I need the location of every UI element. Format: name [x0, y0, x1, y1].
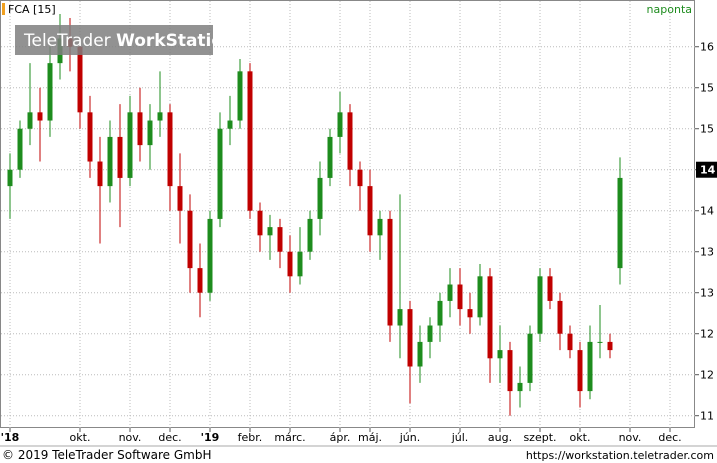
- candle-body: [207, 218, 213, 293]
- candle-body: [177, 186, 183, 211]
- candle-body: [607, 341, 613, 351]
- candle-body: [587, 341, 593, 392]
- x-tick-label: máj.: [358, 431, 382, 444]
- candle-body: [557, 300, 563, 334]
- candle-body: [507, 350, 513, 392]
- instrument-marker: [2, 3, 5, 15]
- candle-body: [347, 112, 353, 170]
- candle-body: [147, 120, 153, 146]
- x-tick-label: dec.: [158, 431, 181, 444]
- x-tick-label: aug.: [488, 431, 512, 444]
- candle-body: [397, 309, 403, 326]
- candle-body: [237, 71, 243, 121]
- candle-body: [97, 161, 103, 187]
- instrument-label: FCA [15]: [8, 3, 56, 16]
- candle-body: [47, 63, 53, 121]
- y-tick-label: 13: [700, 287, 714, 300]
- candle-body: [157, 112, 163, 121]
- candle-body: [617, 177, 623, 269]
- candle-body: [377, 218, 383, 236]
- x-tick-label: febr.: [238, 431, 263, 444]
- watermark-box: [15, 25, 213, 55]
- footer-url: https://workstation.teletrader.com: [526, 449, 714, 462]
- x-tick-label: '18: [1, 431, 20, 444]
- copyright: © 2019 TeleTrader Software GmbH: [2, 448, 212, 462]
- watermark: TeleTrader WorkStation: [23, 31, 235, 51]
- candle-body: [187, 210, 193, 269]
- x-tick-label: nov.: [119, 431, 142, 444]
- candle-body: [307, 218, 313, 252]
- candle-body: [387, 218, 393, 326]
- interval-label: naponta: [647, 3, 692, 16]
- candle-body: [487, 276, 493, 359]
- candle-body: [77, 46, 83, 113]
- candle-body: [337, 112, 343, 137]
- candle-body: [577, 350, 583, 392]
- candle-body: [437, 300, 443, 326]
- candle-body: [217, 128, 223, 219]
- candle-body: [297, 251, 303, 277]
- candle-body: [117, 136, 123, 178]
- x-tick-label: szept.: [523, 431, 556, 444]
- candle-body: [287, 251, 293, 277]
- x-tick-label: nov.: [619, 431, 642, 444]
- x-tick-label: júl.: [451, 431, 469, 444]
- candle-body: [127, 112, 133, 178]
- candle-body: [527, 333, 533, 383]
- candle-body: [367, 186, 373, 236]
- candle-body: [477, 276, 483, 318]
- candle-body: [457, 284, 463, 310]
- candle-body: [407, 309, 413, 367]
- candle-body: [227, 120, 233, 129]
- candle-body: [317, 177, 323, 219]
- candle-body: [37, 112, 43, 121]
- candle-body: [197, 268, 203, 293]
- watermark-product: WorkStation: [116, 31, 235, 51]
- candle-body: [137, 112, 143, 146]
- candle-body: [357, 169, 363, 187]
- x-tick-label: dec.: [658, 431, 681, 444]
- x-tick-label: jún.: [399, 431, 421, 444]
- candle-body: [7, 169, 13, 187]
- candle-body: [277, 227, 283, 252]
- candle-body: [567, 333, 573, 351]
- y-tick-label: 12: [700, 328, 714, 341]
- candle-body: [547, 276, 553, 301]
- x-tick-label: márc.: [274, 431, 305, 444]
- candle-body: [107, 136, 113, 187]
- x-tick-label: okt.: [570, 431, 591, 444]
- candle-body: [167, 112, 173, 187]
- candle-body: [497, 350, 503, 359]
- candle-body: [267, 227, 273, 236]
- candle-body: [517, 382, 523, 392]
- last-price-box: [696, 161, 717, 178]
- y-tick-label: 15: [700, 123, 714, 136]
- candle-body: [257, 210, 263, 236]
- y-tick-label: 13: [700, 246, 714, 259]
- y-tick-label: 16: [700, 41, 714, 54]
- candle-body: [27, 112, 33, 129]
- candle-body: [17, 128, 23, 170]
- watermark-brand: TeleTrader: [23, 31, 111, 51]
- candle-body: [87, 112, 93, 162]
- y-tick-label: 11: [700, 410, 714, 423]
- candle-body: [467, 309, 473, 318]
- candle-body: [247, 71, 253, 211]
- x-tick-label: okt.: [70, 431, 91, 444]
- y-tick-label: 14: [700, 164, 716, 177]
- candle-body: [447, 284, 453, 301]
- candle-body: [427, 325, 433, 342]
- y-tick-label: 14: [700, 205, 714, 218]
- y-tick-label: 12: [700, 369, 714, 382]
- candle-body: [537, 276, 543, 334]
- y-tick-label: 15: [700, 82, 714, 95]
- x-tick-label: ápr.: [330, 431, 351, 444]
- candle-body: [597, 341, 603, 343]
- candle-body: [417, 341, 423, 367]
- candle-body: [327, 136, 333, 178]
- x-tick-label: '19: [201, 431, 220, 444]
